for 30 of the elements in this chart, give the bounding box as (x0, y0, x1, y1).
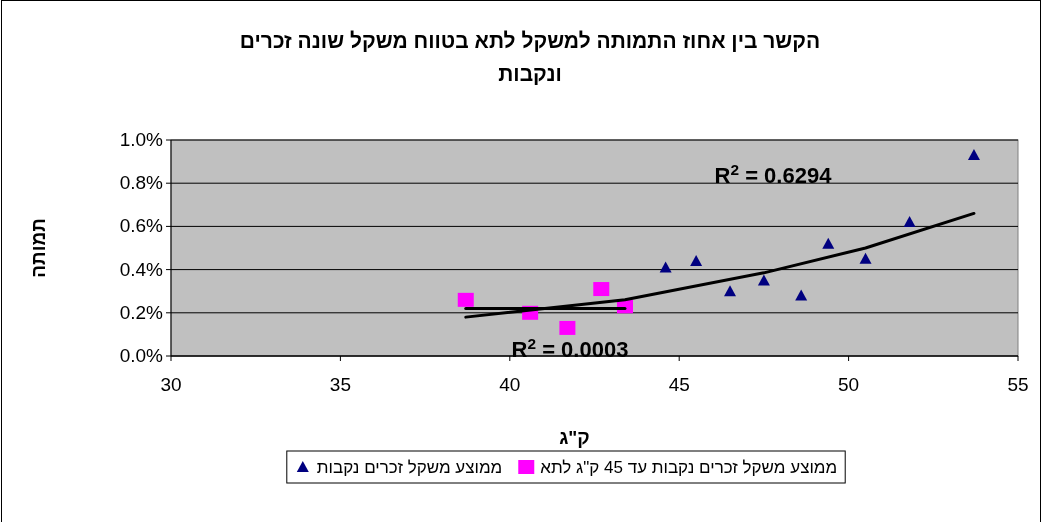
point (724, 285, 737, 297)
x-tick-label: 55 (1007, 374, 1029, 395)
point (457, 292, 474, 307)
x-tick-label: 45 (668, 374, 690, 395)
point (757, 274, 770, 286)
y-tick-label: 0.4% (119, 258, 164, 280)
chart-title: הקשר בין אחוז התמותה למשקל לתא בטווח משקל שונה זכרים ונקבות (239, 29, 821, 85)
legend-label: ממוצע משקל זכרים נקבות (316, 458, 503, 477)
legend-label: ממוצע משקל זכרים נקבות עד 45 ק"ג לתא (540, 458, 838, 477)
point (659, 261, 672, 273)
point (690, 254, 703, 266)
point (967, 149, 980, 161)
point (903, 216, 916, 228)
y-tick-label: 1.0% (119, 129, 164, 150)
point (559, 320, 576, 335)
y-axis-title: תמותה (28, 218, 49, 278)
annotation: R$^{2}$ = 0.6294 (714, 160, 833, 188)
point (593, 282, 610, 297)
x-tick-label: 50 (838, 374, 860, 395)
y-tick-label: 0.6% (119, 215, 164, 237)
x-tick-label: 35 (329, 374, 351, 395)
x-axis-title: ק"ג (559, 427, 590, 448)
x-tick-label: 30 (160, 374, 182, 395)
y-tick-label: 0.8% (119, 172, 164, 194)
point (859, 252, 872, 264)
y-tick-label: 0.0% (119, 345, 164, 366)
point (795, 289, 808, 301)
y-tick-label: 0.2% (119, 301, 164, 323)
point (822, 237, 835, 249)
x-tick-label: 40 (499, 374, 521, 395)
